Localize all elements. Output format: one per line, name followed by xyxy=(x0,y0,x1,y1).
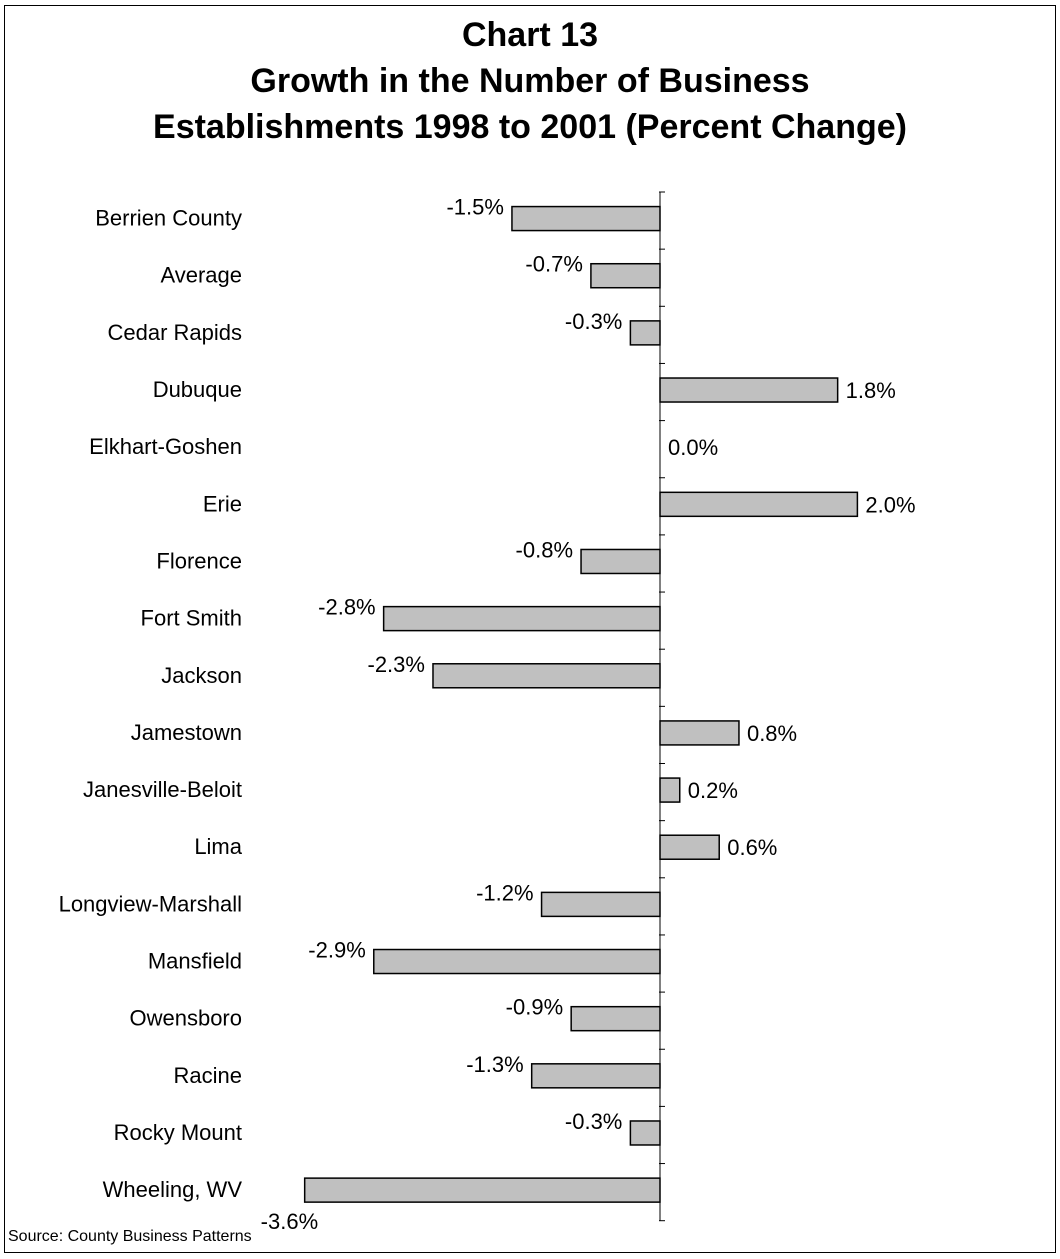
category-label: Cedar Rapids xyxy=(107,320,242,345)
bar xyxy=(590,262,661,289)
data-label: 1.8% xyxy=(846,378,896,403)
data-label: 0.0% xyxy=(668,435,718,460)
chart-title-line-1: Chart 13 xyxy=(461,16,599,54)
data-label: -1.2% xyxy=(476,880,533,905)
category-label: Racine xyxy=(174,1063,242,1088)
category-label: Lima xyxy=(194,834,242,859)
category-label: Jamestown xyxy=(131,720,242,745)
bar xyxy=(659,377,839,403)
data-label: 0.2% xyxy=(688,778,738,803)
bar xyxy=(580,548,661,575)
bar xyxy=(303,1177,661,1203)
bar xyxy=(659,720,740,746)
bar xyxy=(382,605,661,632)
category-label: Jackson xyxy=(161,663,242,688)
category-label: Janesville-Beloit xyxy=(83,777,242,802)
data-label: -0.8% xyxy=(516,537,573,562)
bar xyxy=(629,1120,661,1146)
chart-title: Chart 13 Growth in the Number of Busines… xyxy=(0,12,1060,150)
category-label: Wheeling, WV xyxy=(103,1177,243,1202)
category-label: Fort Smith xyxy=(141,606,242,631)
category-label: Average xyxy=(160,263,242,288)
category-label: Dubuque xyxy=(153,377,242,402)
bar xyxy=(659,834,720,860)
category-label: Erie xyxy=(203,491,242,516)
data-label: -2.3% xyxy=(368,652,425,677)
category-label: Elkhart-Goshen xyxy=(89,434,242,459)
data-label: -2.8% xyxy=(318,595,375,620)
bar xyxy=(659,491,859,518)
data-label: -1.3% xyxy=(466,1052,523,1077)
category-label: Longview-Marshall xyxy=(59,891,242,916)
data-label: 0.6% xyxy=(727,835,777,860)
data-label: -0.9% xyxy=(506,995,563,1020)
bar xyxy=(511,205,661,232)
bar xyxy=(629,320,661,346)
bar xyxy=(540,891,661,918)
bar xyxy=(570,1005,661,1032)
chart-title-line-3: Establishments 1998 to 2001 (Percent Cha… xyxy=(153,108,907,146)
data-label: -0.7% xyxy=(525,252,582,277)
data-label: -1.5% xyxy=(446,195,503,220)
data-label: -2.9% xyxy=(308,938,365,963)
source-note: Source: County Business Patterns xyxy=(8,1228,252,1245)
data-label: -0.3% xyxy=(565,309,622,334)
data-label: -3.6% xyxy=(261,1209,318,1234)
category-label: Berrien County xyxy=(95,206,242,231)
category-label: Owensboro xyxy=(129,1006,242,1031)
category-label: Florence xyxy=(156,548,242,573)
data-label: 0.8% xyxy=(747,721,797,746)
chart-title-line-2: Growth in the Number of Business xyxy=(250,62,810,100)
bar xyxy=(530,1063,661,1089)
category-label: Rocky Mount xyxy=(114,1120,242,1145)
data-label: -0.3% xyxy=(565,1109,622,1134)
category-label: Mansfield xyxy=(148,949,242,974)
bar xyxy=(373,948,661,975)
bar xyxy=(659,777,681,803)
data-label: 2.0% xyxy=(865,492,915,517)
bar xyxy=(432,663,661,689)
